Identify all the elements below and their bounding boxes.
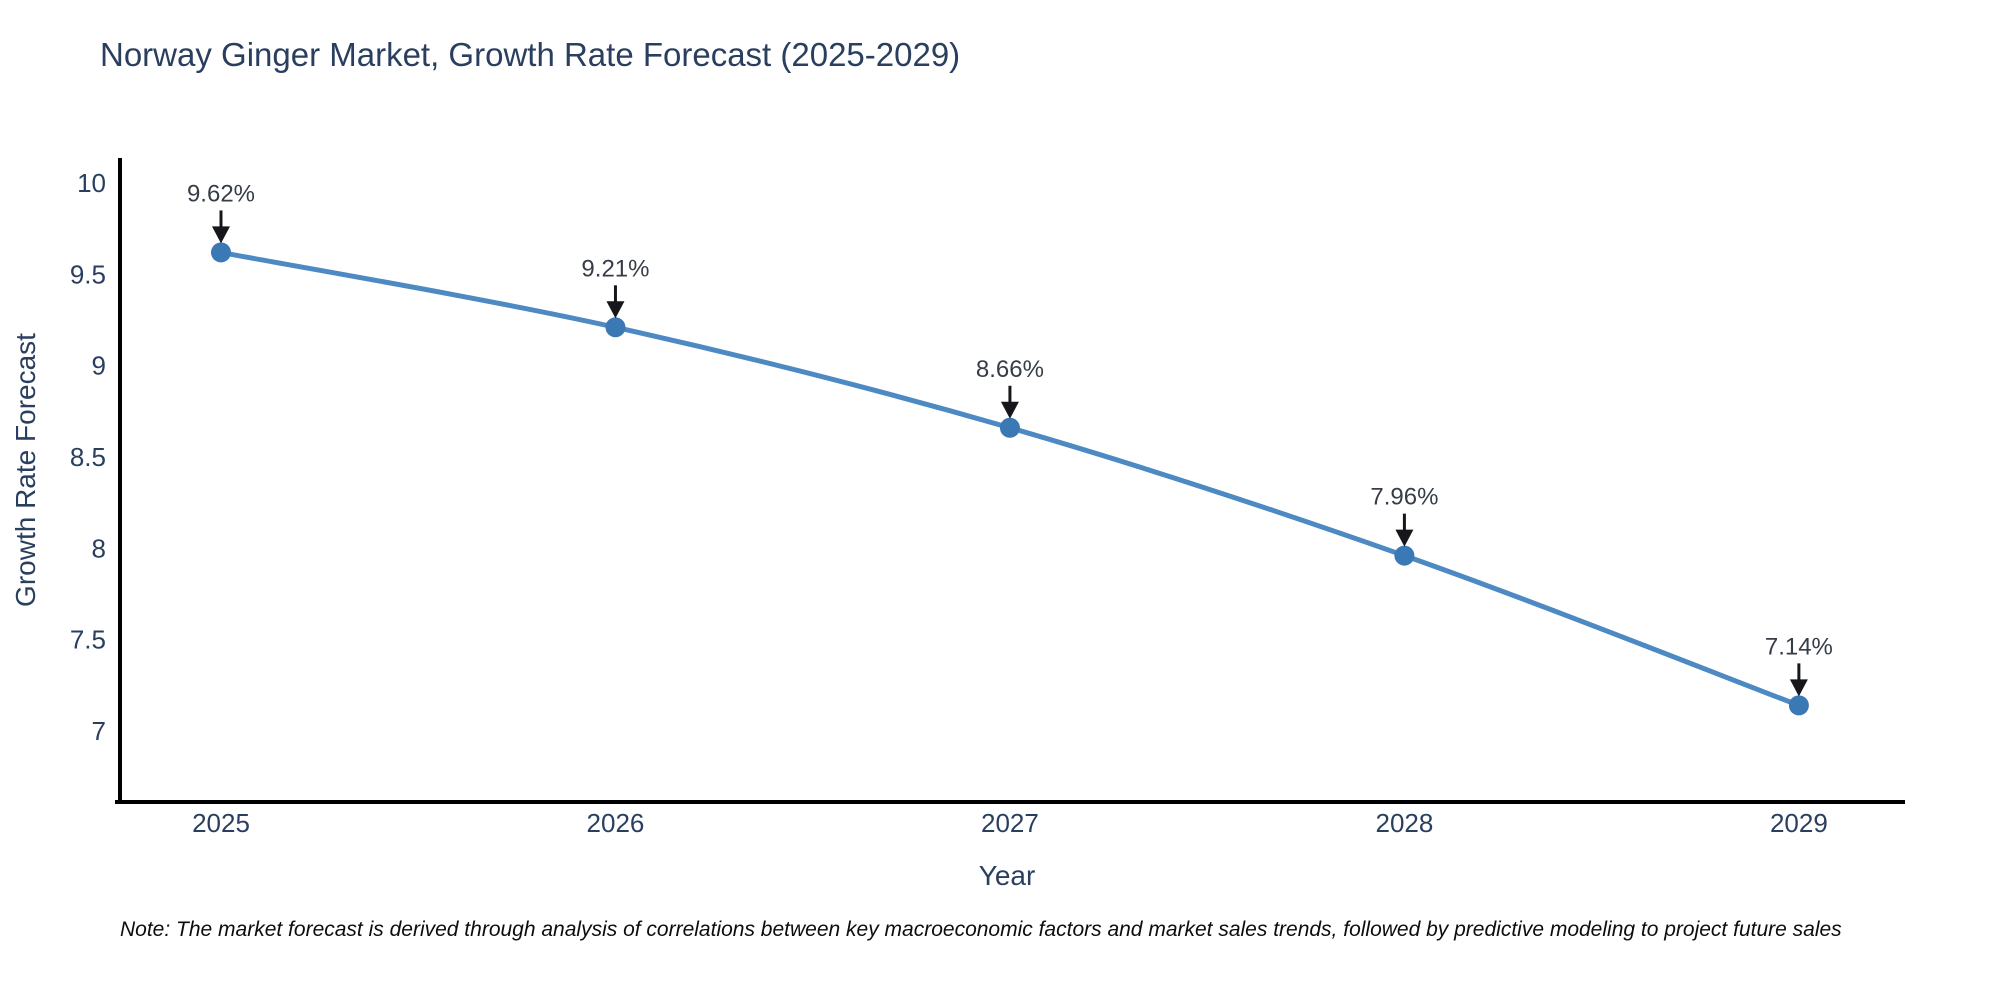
annotation-arrow-head — [1395, 529, 1414, 547]
y-tick-label: 7 — [92, 716, 106, 746]
annotation-arrow-head — [606, 301, 625, 319]
annotation-arrow-head — [1000, 401, 1019, 419]
footnote: Note: The market forecast is derived thr… — [120, 918, 1842, 941]
x-tick-label: 2026 — [587, 808, 645, 838]
data-point-marker — [1788, 695, 1809, 716]
data-point-label: 9.62% — [187, 180, 255, 207]
data-point-marker — [210, 242, 231, 263]
y-tick-label: 8 — [92, 533, 106, 563]
y-tick-label: 9.5 — [70, 259, 106, 289]
data-point-label: 9.21% — [581, 255, 649, 282]
data-point-marker — [999, 417, 1020, 438]
forecast-line — [218, 249, 1802, 708]
data-point-marker — [1394, 545, 1415, 566]
data-point-marker — [605, 317, 626, 338]
data-point-label: 8.66% — [976, 356, 1044, 383]
y-axis-title: Growth Rate Forecast — [10, 333, 41, 607]
x-tick-label: 2027 — [981, 808, 1039, 838]
y-tick-label: 10 — [77, 168, 106, 198]
x-tick-label: 2025 — [192, 808, 250, 838]
y-tick-label: 7.5 — [70, 625, 106, 655]
annotation-arrow-head — [211, 226, 230, 244]
y-tick-label: 9 — [92, 351, 106, 381]
data-point-label: 7.14% — [1765, 633, 1833, 660]
x-tick-label: 2029 — [1770, 808, 1828, 838]
x-axis-title: Year — [978, 860, 1036, 891]
chart-title: Norway Ginger Market, Growth Rate Foreca… — [100, 36, 961, 73]
x-tick-label: 2028 — [1375, 808, 1433, 838]
data-point-label: 7.96% — [1370, 484, 1438, 511]
y-tick-label: 8.5 — [70, 442, 106, 472]
annotation-arrow-head — [1789, 679, 1808, 697]
